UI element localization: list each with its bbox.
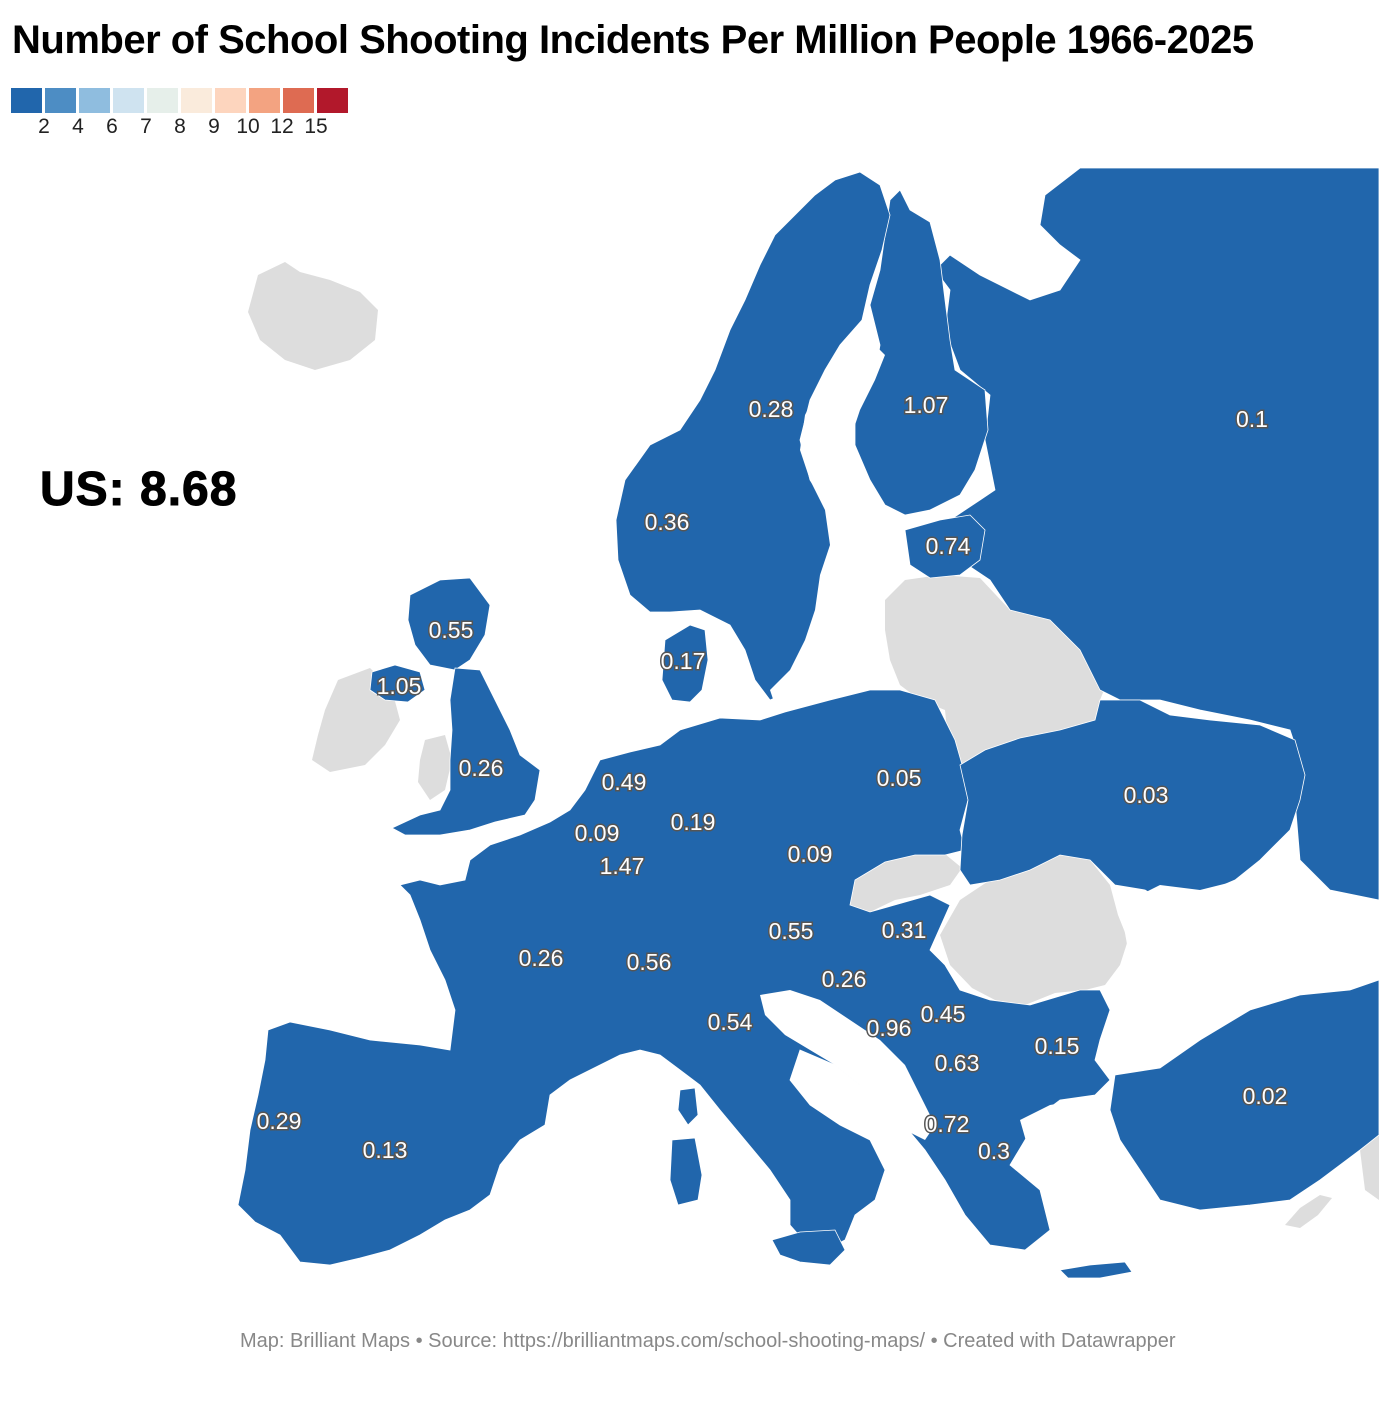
value-label: 0.36: [645, 509, 690, 535]
us-comparison-note: US: 8.68: [39, 463, 238, 517]
value-label: 0.1: [1236, 406, 1268, 432]
value-label: 0.26: [822, 966, 867, 992]
black-sea-shape: [1115, 880, 1379, 1050]
value-label: 0.19: [671, 809, 716, 835]
value-label: 0.54: [708, 1009, 753, 1035]
map-title: Number of School Shooting Incidents Per …: [12, 18, 1254, 62]
value-label: 0.3: [978, 1138, 1010, 1164]
england-shape: [391, 667, 541, 836]
middle-east-edge-shape: [1360, 1135, 1379, 1200]
value-label: 0.17: [661, 648, 706, 674]
sardinia-shape: [669, 1137, 703, 1206]
sicily-shape: [771, 1229, 846, 1266]
corsica-shape: [677, 1087, 699, 1126]
legend-tick-label: 12: [270, 115, 294, 138]
value-label: 0.49: [602, 769, 647, 795]
value-label: 1.05: [377, 673, 422, 699]
value-label: 0.03: [1124, 782, 1169, 808]
value-label: 0.28: [749, 396, 794, 422]
legend-swatch: [113, 88, 144, 113]
legend-tick-label: 2: [38, 115, 50, 138]
western-europe-shape: [237, 689, 1111, 1266]
baltic-sea-shape: [770, 340, 905, 705]
legend-tick-label: 9: [208, 115, 220, 138]
value-label: 0.02: [1243, 1083, 1288, 1109]
denmark-shape: [661, 624, 709, 703]
value-labels: 0.1 1.07 0.28 0.36 0.74 0.55 1.05 0.17 0.26 0.49 0…: [255, 391, 1289, 1166]
wales-shape: [418, 735, 452, 800]
legend-swatch: [283, 88, 314, 113]
value-label: 0.31: [882, 917, 927, 943]
crete-shape: [1059, 1261, 1133, 1279]
legend-tick-label: 10: [236, 115, 260, 138]
value-label: 0.09: [788, 841, 833, 867]
legend-tick-label: 15: [304, 115, 328, 138]
legend-swatch: [45, 88, 76, 113]
romania-moldova-shape: [940, 855, 1128, 1005]
legend-tick-label: 4: [72, 115, 84, 138]
northern-ireland-shape: [369, 664, 426, 703]
value-label: 0.09: [575, 820, 620, 846]
no-data-regions: [248, 262, 1379, 1228]
cyprus-shape: [1285, 1195, 1332, 1228]
color-legend: 2 4 6 7 8 9 10 12 15: [11, 88, 351, 139]
legend-swatch: [147, 88, 178, 113]
value-label: 0.29: [257, 1108, 302, 1134]
legend-swatch: [79, 88, 110, 113]
data-regions: [237, 167, 1379, 1279]
value-label: 0.96: [867, 1015, 912, 1041]
legend-tick-label: 7: [140, 115, 152, 138]
aegean-sea-shape: [1020, 1100, 1120, 1245]
value-label: 0.55: [429, 617, 474, 643]
ukraine-shape: [959, 699, 1306, 906]
value-label: 1.07: [904, 392, 949, 418]
value-label: 0.63: [935, 1050, 980, 1076]
legend-swatch: [181, 88, 212, 113]
iceland-shape: [248, 262, 378, 370]
value-label: 0.15: [1035, 1033, 1080, 1059]
scotland-shape: [407, 577, 491, 671]
legend-swatches: [11, 88, 351, 113]
baltics-belarus-shape: [885, 575, 1110, 765]
turkey-shape: [1109, 979, 1379, 1211]
footer-credits: Map: Brilliant Maps • Source: https://br…: [240, 1330, 1176, 1352]
value-label: 1.47: [600, 853, 645, 879]
finland-shape: [854, 189, 989, 516]
legend-swatch: [215, 88, 246, 113]
value-label: 0.26: [459, 755, 504, 781]
legend-swatch: [317, 88, 348, 113]
value-label: 0.72: [925, 1111, 970, 1137]
value-label: 0.74: [926, 533, 971, 559]
legend-tick-label: 8: [174, 115, 186, 138]
adriatic-sea-shape: [760, 990, 935, 1140]
value-label: 0.55: [769, 918, 814, 944]
legend-swatch: [11, 88, 42, 113]
value-label: 0.26: [519, 945, 564, 971]
estonia-shape: [904, 514, 986, 579]
legend-tick-label: 6: [106, 115, 118, 138]
scandinavia-shape: [615, 171, 891, 701]
legend-ticks: 2 4 6 7 8 9 10 12 15: [11, 113, 351, 139]
value-label: 0.45: [921, 1001, 966, 1027]
seas: [760, 340, 1379, 1245]
legend-swatch: [249, 88, 280, 113]
slovakia-shape: [850, 852, 962, 912]
value-label: 0.56: [627, 949, 672, 975]
value-label: 0.05: [877, 765, 922, 791]
value-label: 0.13: [363, 1137, 408, 1163]
